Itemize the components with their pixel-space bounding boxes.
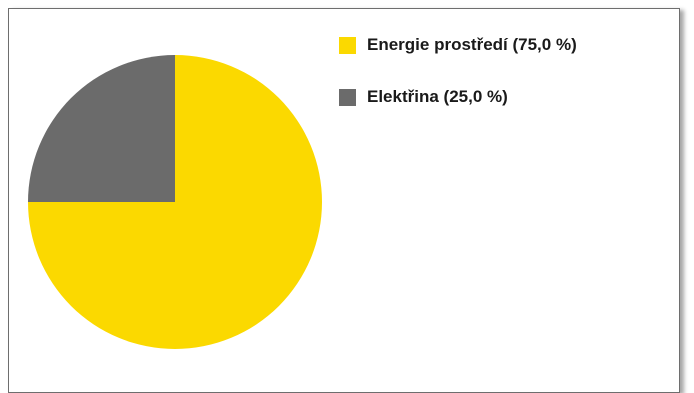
legend-swatch-elektrina — [339, 88, 356, 106]
pie-chart — [28, 55, 322, 349]
legend-label-elektrina: Elektřina (25,0 %) — [367, 87, 508, 106]
legend: Energie prostředí (75,0 %) Elektřina (25… — [339, 34, 577, 138]
legend-swatch-energie-prostredi — [339, 36, 356, 54]
legend-item-elektrina: Elektřina (25,0 %) — [339, 86, 577, 108]
legend-item-energie-prostredi: Energie prostředí (75,0 %) — [339, 34, 577, 56]
chart-frame: Energie prostředí (75,0 %) Elektřina (25… — [8, 8, 680, 393]
pie-slice-elektrina — [28, 55, 175, 202]
legend-label-energie-prostredi: Energie prostředí (75,0 %) — [367, 35, 577, 54]
